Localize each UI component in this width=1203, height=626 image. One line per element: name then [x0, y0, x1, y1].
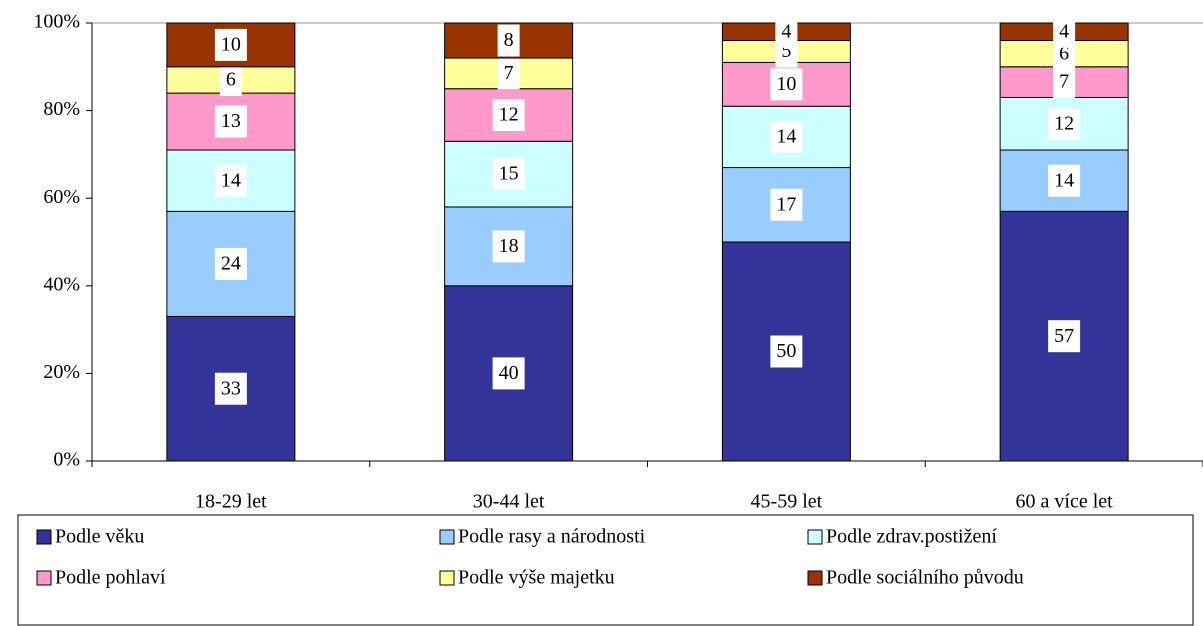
data-label: 14 [1054, 169, 1074, 191]
legend-label: Podle zdrav.postižení [826, 526, 997, 548]
data-label-box [492, 158, 525, 191]
data-label-box [1048, 320, 1081, 353]
data-label: 10 [776, 73, 796, 95]
data-label: 4 [781, 20, 791, 42]
legend-box [17, 514, 1194, 626]
legend-label: Podle výše majetku [458, 567, 615, 589]
x-tick-label: 60 a více let [1016, 491, 1114, 513]
data-label: 12 [1054, 112, 1074, 134]
data-label-box [1048, 164, 1081, 197]
data-label: 13 [221, 110, 241, 132]
data-label: 18 [499, 235, 519, 257]
data-label-box [214, 164, 247, 197]
y-tick-label: 0% [53, 449, 80, 471]
legend-swatch [807, 529, 823, 545]
data-label-box [497, 57, 520, 90]
legend-swatch [36, 570, 52, 586]
data-label: 14 [776, 125, 796, 147]
data-label: 14 [221, 169, 241, 191]
data-label-box [214, 28, 247, 61]
data-label-box [775, 15, 798, 48]
legend-swatch [36, 529, 52, 545]
data-label: 15 [499, 163, 519, 185]
data-label: 24 [221, 252, 241, 274]
data-label: 33 [221, 377, 241, 399]
data-label-box [497, 24, 520, 57]
data-label-box [214, 105, 247, 138]
data-label: 17 [776, 193, 796, 215]
data-label-box [492, 98, 525, 131]
data-label-box [214, 372, 247, 405]
data-label: 12 [499, 104, 519, 126]
legend-label: Podle sociálního původu [826, 567, 1024, 589]
data-label-box [770, 120, 803, 153]
x-tick-label: 45-59 let [751, 491, 823, 513]
data-label: 40 [499, 362, 519, 384]
data-label: 7 [504, 62, 514, 84]
x-tick-label: 30-44 let [473, 491, 545, 513]
data-label: 6 [1059, 42, 1069, 64]
x-tick-label: 18-29 let [195, 491, 267, 513]
data-label-box [770, 68, 803, 101]
data-label-box [770, 335, 803, 368]
y-tick-label: 60% [43, 186, 80, 208]
data-label: 8 [504, 29, 514, 51]
data-label-box [219, 63, 242, 96]
data-label-box [1053, 66, 1076, 99]
data-label: 10 [221, 33, 241, 55]
data-label-box [770, 188, 803, 221]
y-tick-label: 100% [33, 11, 80, 33]
legend-swatch [439, 570, 455, 586]
legend-swatch [439, 529, 455, 545]
y-tick-label: 80% [43, 98, 80, 120]
legend-label: Podle věku [55, 526, 144, 548]
legend-label: Podle rasy a národnosti [458, 526, 646, 548]
legend-label: Podle pohlaví [55, 567, 166, 589]
data-label-box [492, 230, 525, 263]
y-tick-label: 20% [43, 361, 80, 383]
data-label-box [492, 357, 525, 390]
legend-swatch [807, 570, 823, 586]
data-label: 50 [776, 340, 796, 362]
data-label: 4 [1059, 20, 1069, 42]
data-label: 6 [226, 69, 236, 91]
y-tick-label: 40% [43, 273, 80, 295]
data-label: 57 [1054, 325, 1074, 347]
data-label: 7 [1059, 71, 1069, 93]
data-label: 5 [781, 40, 791, 62]
data-label-box [214, 247, 247, 280]
data-label-box [1053, 15, 1076, 48]
data-label-box [1048, 107, 1081, 140]
